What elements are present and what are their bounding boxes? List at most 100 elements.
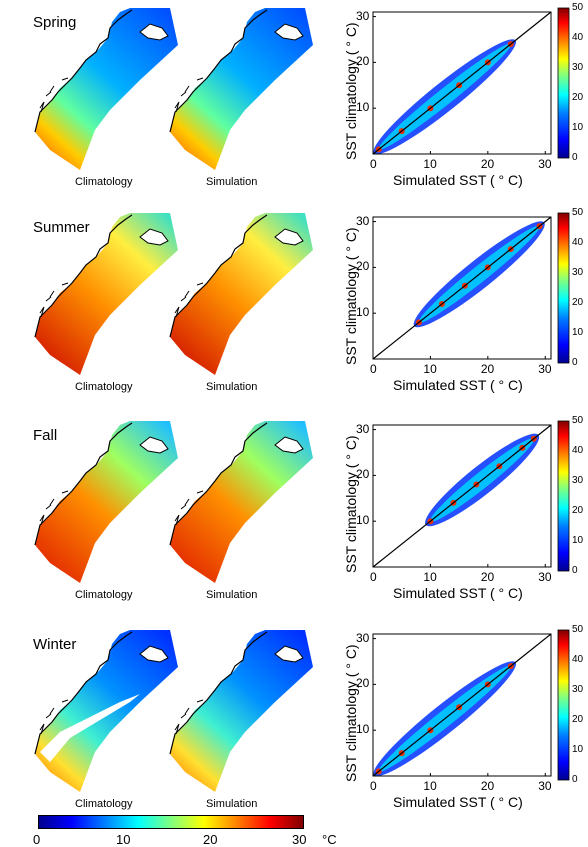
nova-scotia-land <box>274 645 304 663</box>
x-axis-label: Simulated SST ( ° C) <box>393 377 523 393</box>
climatology-map <box>34 213 178 375</box>
coastline-detail <box>174 490 204 526</box>
plot-frame <box>372 633 552 777</box>
bottom-colorbar-tick: 0 <box>33 832 41 847</box>
climatology-map <box>34 8 178 170</box>
sst-field <box>170 421 313 583</box>
nova-scotia-land <box>274 228 304 246</box>
coastline-detail <box>39 77 69 113</box>
density-colorbar <box>557 629 570 781</box>
coastline <box>34 9 133 133</box>
map-panel: Fall Climatology Simulation <box>0 413 330 613</box>
sst-field <box>35 213 178 375</box>
simulation-label: Simulation <box>206 381 258 393</box>
y-tick-label: 10 <box>356 722 370 737</box>
colorbar-tick-label: 30 <box>572 267 584 278</box>
coastline <box>169 422 268 546</box>
x-axis-label: Simulated SST ( ° C) <box>393 585 523 601</box>
colorbar-tick-label: 20 <box>572 714 584 725</box>
colorbar-tick-label: 10 <box>572 535 584 546</box>
y-tick-label: 10 <box>356 513 370 528</box>
coastline-detail <box>39 490 69 526</box>
one-to-one-line <box>372 216 552 360</box>
scatter-plot <box>372 7 570 159</box>
scatter-plot <box>372 629 570 781</box>
colorbar-tick-label: 10 <box>572 122 584 133</box>
nova-scotia-land <box>274 436 304 454</box>
colorbar-tick-label: 30 <box>572 62 584 73</box>
coastline <box>34 214 133 338</box>
missing-data-band <box>40 694 140 762</box>
colorbar-tick-label: 50 <box>572 624 584 635</box>
climatology-label: Climatology <box>75 589 133 601</box>
season-label: Summer <box>33 219 90 236</box>
colorbar-tick-label: 10 <box>572 744 584 755</box>
bottom-colorbar <box>38 815 304 829</box>
coastline <box>34 422 133 546</box>
one-to-one-line <box>372 424 552 568</box>
x-tick-label: 30 <box>538 570 552 584</box>
colorbar-tick-label: 20 <box>572 297 584 308</box>
scatter-plot <box>372 212 570 364</box>
map-pair <box>34 8 313 170</box>
colorbar-tick-label: 20 <box>572 505 584 516</box>
scatter-panel: 0 10 20 30 10 20 30 Simulated SST ( ° C) SST cli… <box>340 622 588 822</box>
x-axis-label: Simulated SST ( ° C) <box>393 172 523 188</box>
season-label: Spring <box>33 14 77 31</box>
nova-scotia-land <box>139 436 169 454</box>
coastline <box>169 9 268 133</box>
y-axis-label: SST climatology ( ° C) <box>343 435 359 573</box>
x-tick-label: 30 <box>538 362 552 376</box>
sst-field <box>35 8 178 170</box>
map-pair <box>34 213 313 375</box>
colorbar-tick-label: 40 <box>572 237 584 248</box>
colorbar-tick-label: 0 <box>572 565 578 576</box>
plot-frame <box>372 216 552 360</box>
simulation-map <box>169 8 313 170</box>
colorbar-tick-label: 50 <box>572 415 584 426</box>
nova-scotia-land <box>139 645 169 663</box>
sst-field <box>170 213 313 375</box>
y-tick-label: 30 <box>356 630 370 645</box>
x-tick-label: 20 <box>480 157 495 171</box>
map-panel: Winter Climatology Simulation <box>0 622 330 822</box>
coastline <box>169 214 268 338</box>
x-tick-label: 0 <box>370 570 377 584</box>
colorbar-tick-label: 40 <box>572 654 584 665</box>
y-axis-label: SST climatology ( ° C) <box>343 644 359 782</box>
plot-frame <box>372 11 552 155</box>
y-tick-label: 20 <box>356 54 370 69</box>
simulation-map <box>169 630 313 792</box>
climatology-label: Climatology <box>75 176 133 188</box>
coastline-detail <box>39 699 69 735</box>
x-tick-label: 30 <box>538 779 552 793</box>
colorbar-tick-label: 50 <box>572 2 584 13</box>
colorbar-tick-label: 40 <box>572 445 584 456</box>
density-colorbar <box>557 420 570 572</box>
colorbar-tick-label: 50 <box>572 207 584 218</box>
sst-field <box>35 421 178 583</box>
map-pair <box>34 630 313 792</box>
map-pair <box>34 421 313 583</box>
simulation-label: Simulation <box>206 798 258 810</box>
x-tick-label: 20 <box>480 362 495 376</box>
density-colorbar <box>557 212 570 364</box>
colorbar-tick-label: 0 <box>572 357 578 368</box>
y-axis-label: SST climatology ( ° C) <box>343 22 359 160</box>
sst-field <box>170 630 313 792</box>
coastline-detail <box>174 699 204 735</box>
bottom-colorbar-unit: °C <box>322 832 337 847</box>
x-tick-label: 20 <box>480 570 495 584</box>
bottom-colorbar-tick: 10 <box>116 832 131 847</box>
x-tick-label: 0 <box>370 779 377 793</box>
y-tick-label: 10 <box>356 305 370 320</box>
one-to-one-line <box>372 11 552 155</box>
colorbar-tick-label: 30 <box>572 475 584 486</box>
y-tick-label: 30 <box>356 8 370 23</box>
climatology-map <box>34 421 178 583</box>
map-panel: Spring Climatology Simulation <box>0 0 330 200</box>
one-to-one-line <box>372 633 552 777</box>
nova-scotia-land <box>139 23 169 41</box>
y-axis-label: SST climatology ( ° C) <box>343 227 359 365</box>
simulation-label: Simulation <box>206 589 258 601</box>
